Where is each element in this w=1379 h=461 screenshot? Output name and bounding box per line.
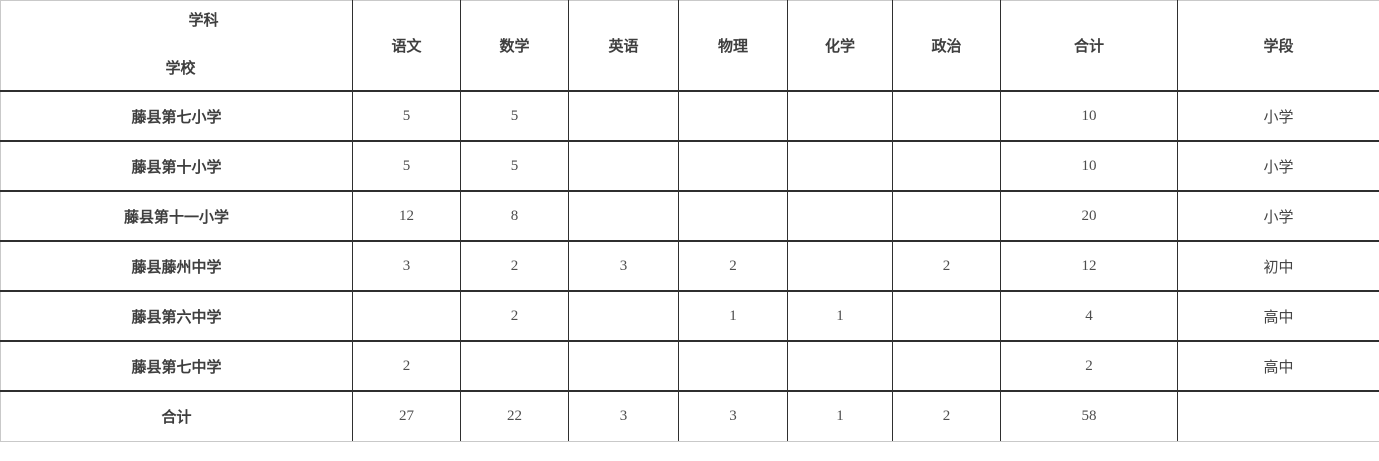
value-cell: 5 (460, 90, 569, 142)
value-cell (568, 90, 679, 142)
value-cell: 5 (352, 140, 461, 192)
value-cell: 58 (1000, 390, 1178, 442)
value-cell (568, 340, 679, 392)
value-cell: 2 (892, 390, 1001, 442)
value-cell (787, 90, 893, 142)
table-row: 藤县第七中学 2 2 高中 (0, 340, 1379, 392)
value-cell: 3 (568, 240, 679, 292)
value-cell (892, 140, 1001, 192)
table-row: 藤县第七小学 5 5 10 小学 (0, 90, 1379, 142)
table-row: 藤县第十一小学 12 8 20 小学 (0, 190, 1379, 242)
value-cell: 1 (787, 290, 893, 342)
school-name-cell: 藤县第六中学 (0, 290, 353, 342)
value-cell (460, 340, 569, 392)
stage-cell (1177, 390, 1379, 442)
value-cell (352, 290, 461, 342)
corner-label-school: 学校 (165, 60, 196, 77)
value-cell: 3 (678, 390, 788, 442)
value-cell: 3 (568, 390, 679, 442)
value-cell: 2 (352, 340, 461, 392)
stage-cell: 小学 (1177, 90, 1379, 142)
corner-header-cell: 学科 学校 (0, 0, 353, 92)
stage-cell: 小学 (1177, 190, 1379, 242)
column-header-5: 政治 (892, 0, 1001, 92)
stage-cell: 高中 (1177, 290, 1379, 342)
value-cell (678, 90, 788, 142)
header-row: 学科 学校 语文 数学 英语 物理 化学 政治 合计 学段 (0, 0, 1379, 92)
value-cell: 10 (1000, 90, 1178, 142)
value-cell: 1 (787, 390, 893, 442)
value-cell: 2 (892, 240, 1001, 292)
school-name-cell: 藤县第七中学 (0, 340, 353, 392)
value-cell (787, 140, 893, 192)
value-cell (787, 190, 893, 242)
school-name-cell: 藤县第七小学 (0, 90, 353, 142)
column-header-0: 语文 (352, 0, 461, 92)
table-row: 藤县第十小学 5 5 10 小学 (0, 140, 1379, 192)
value-cell: 2 (460, 290, 569, 342)
value-cell: 1 (678, 290, 788, 342)
value-cell: 10 (1000, 140, 1178, 192)
school-subject-table: 学科 学校 语文 数学 英语 物理 化学 政治 合计 学段 藤县第七小学 5 5 10 小学 藤县第十小… (0, 0, 1379, 442)
value-cell: 4 (1000, 290, 1178, 342)
value-cell (568, 140, 679, 192)
school-name-cell: 藤县第十一小学 (0, 190, 353, 242)
value-cell: 2 (678, 240, 788, 292)
table-row: 藤县藤州中学 3 2 3 2 2 12 初中 (0, 240, 1379, 292)
value-cell: 12 (1000, 240, 1178, 292)
column-header-1: 数学 (460, 0, 569, 92)
value-cell (892, 340, 1001, 392)
value-cell (787, 340, 893, 392)
value-cell (568, 190, 679, 242)
stage-cell: 初中 (1177, 240, 1379, 292)
column-header-3: 物理 (678, 0, 788, 92)
value-cell: 27 (352, 390, 461, 442)
total-label-cell: 合计 (0, 390, 353, 442)
value-cell: 8 (460, 190, 569, 242)
column-header-6: 合计 (1000, 0, 1178, 92)
value-cell (892, 90, 1001, 142)
value-cell (892, 290, 1001, 342)
value-cell: 12 (352, 190, 461, 242)
stage-cell: 小学 (1177, 140, 1379, 192)
value-cell (568, 290, 679, 342)
value-cell (678, 340, 788, 392)
stage-cell: 高中 (1177, 340, 1379, 392)
value-cell: 3 (352, 240, 461, 292)
column-header-4: 化学 (787, 0, 893, 92)
total-row: 合计 27 22 3 3 1 2 58 (0, 390, 1379, 442)
value-cell: 5 (352, 90, 461, 142)
column-header-7: 学段 (1177, 0, 1379, 92)
value-cell: 22 (460, 390, 569, 442)
value-cell (678, 140, 788, 192)
table-body: 藤县第七小学 5 5 10 小学 藤县第十小学 5 5 10 小学 藤县第十一小学 12 8 20 小学 藤县… (0, 90, 1379, 442)
value-cell: 5 (460, 140, 569, 192)
corner-header-wrap: 学科 学校 (2, 1, 352, 89)
value-cell (787, 240, 893, 292)
value-cell (678, 190, 788, 242)
value-cell (892, 190, 1001, 242)
value-cell: 2 (1000, 340, 1178, 392)
column-header-2: 英语 (568, 0, 679, 92)
table-row: 藤县第六中学 2 1 1 4 高中 (0, 290, 1379, 342)
value-cell: 20 (1000, 190, 1178, 242)
school-name-cell: 藤县第十小学 (0, 140, 353, 192)
value-cell: 2 (460, 240, 569, 292)
corner-label-subject: 学科 (188, 12, 219, 29)
school-name-cell: 藤县藤州中学 (0, 240, 353, 292)
